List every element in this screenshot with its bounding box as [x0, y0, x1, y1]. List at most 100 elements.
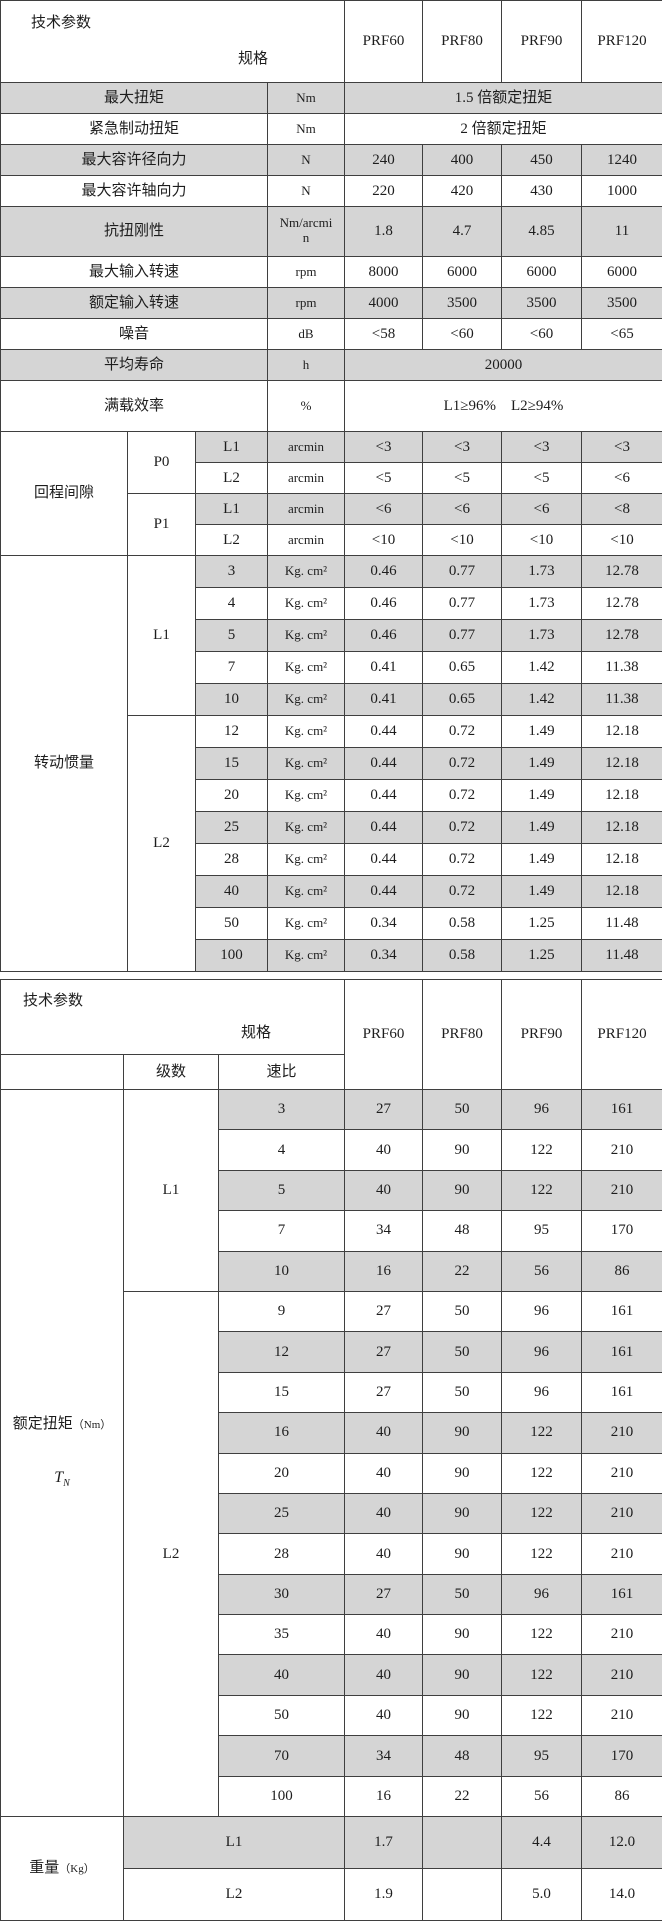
value-cell: 210 — [582, 1534, 662, 1574]
unit-cell: Nm/arcmin — [268, 207, 345, 257]
torque-unit-note: （Nm） — [73, 1419, 112, 1431]
unit-cell: Kg. cm² — [268, 812, 345, 844]
value-span-cell: 2 倍额定扭矩 — [345, 114, 662, 145]
value-cell: 4.7 — [423, 207, 502, 257]
table2-corner-cell: 规格 技术参数 — [1, 980, 345, 1055]
value-cell: 0.41 — [345, 652, 423, 684]
value-cell: 50 — [423, 1372, 502, 1412]
value-cell: 22 — [423, 1776, 502, 1816]
value-cell: 0.44 — [345, 844, 423, 876]
value-cell: 400 — [423, 145, 502, 176]
value-cell: <6 — [345, 494, 423, 525]
unit-text: Nm/arcmin — [279, 216, 333, 246]
value-cell: 122 — [502, 1534, 582, 1574]
value-cell: 3500 — [502, 288, 582, 319]
col-header-prf60: PRF60 — [345, 1, 423, 83]
value-cell: <3 — [423, 432, 502, 463]
value-cell: 161 — [582, 1574, 662, 1614]
param-row: 满载效率%L1≥96% L2≥94% — [1, 381, 662, 432]
value-cell: 90 — [423, 1655, 502, 1695]
value-cell: 48 — [423, 1211, 502, 1251]
ratio-cell: 35 — [219, 1615, 345, 1655]
stage-cell: L2 — [124, 1869, 345, 1921]
value-cell: 14.0 — [582, 1869, 662, 1921]
col-header-prf120: PRF120 — [582, 1, 662, 83]
value-cell: 1.49 — [502, 716, 582, 748]
value-cell: 0.72 — [423, 748, 502, 780]
unit-cell: Kg. cm² — [268, 908, 345, 940]
value-cell: 1.8 — [345, 207, 423, 257]
unit-cell: Kg. cm² — [268, 876, 345, 908]
corner-param-label: 技术参数 — [23, 992, 83, 1011]
value-cell: 12.18 — [582, 812, 662, 844]
value-cell: 0.34 — [345, 940, 423, 972]
torque-symbol: TN — [54, 1468, 70, 1491]
value-cell: 450 — [502, 145, 582, 176]
stage-group-cell: L1 — [124, 1090, 219, 1292]
ratio-cell: 12 — [196, 716, 268, 748]
precision-grade-cell: P1 — [128, 494, 196, 556]
value-cell: 50 — [423, 1574, 502, 1614]
ratio-cell: 7 — [196, 652, 268, 684]
unit-cell: Kg. cm² — [268, 940, 345, 972]
value-cell: 27 — [345, 1372, 423, 1412]
value-cell: 90 — [423, 1695, 502, 1735]
stage-cell: L1 — [196, 494, 268, 525]
ratio-cell: 40 — [219, 1655, 345, 1695]
precision-grade-cell: P0 — [128, 432, 196, 494]
value-cell: <3 — [502, 432, 582, 463]
value-cell: 122 — [502, 1695, 582, 1735]
value-cell: 34 — [345, 1736, 423, 1776]
unit-cell: Kg. cm² — [268, 844, 345, 876]
value-cell: 6000 — [502, 257, 582, 288]
value-cell: 1.25 — [502, 940, 582, 972]
value-cell: 0.65 — [423, 652, 502, 684]
value-span-cell: L1≥96% L2≥94% — [345, 381, 662, 432]
value-cell: 1.73 — [502, 620, 582, 652]
corner-param-label: 技术参数 — [31, 14, 91, 33]
value-cell: 90 — [423, 1453, 502, 1493]
value-cell: 0.41 — [345, 684, 423, 716]
col-header-prf60: PRF60 — [345, 980, 423, 1090]
param-label: 平均寿命 — [1, 350, 268, 381]
ratio-cell: 12 — [219, 1332, 345, 1372]
value-cell: 40 — [345, 1170, 423, 1210]
value-cell: 0.77 — [423, 588, 502, 620]
value-cell — [423, 1817, 502, 1869]
value-cell: 161 — [582, 1291, 662, 1331]
value-cell: 8000 — [345, 257, 423, 288]
value-cell: 210 — [582, 1655, 662, 1695]
weight-label-text: 重量 — [29, 1860, 59, 1876]
value-cell: 170 — [582, 1736, 662, 1776]
unit-cell: Kg. cm² — [268, 748, 345, 780]
value-cell: 96 — [502, 1332, 582, 1372]
value-cell: 40 — [345, 1534, 423, 1574]
param-label: 最大输入转速 — [1, 257, 268, 288]
ratio-cell: 28 — [196, 844, 268, 876]
value-cell: 11.48 — [582, 908, 662, 940]
value-cell: 210 — [582, 1413, 662, 1453]
col-header-prf120: PRF120 — [582, 980, 662, 1090]
ratio-cell: 5 — [196, 620, 268, 652]
corner-spec-label: 规格 — [241, 1024, 271, 1043]
table1-corner-cell: 规格技术参数 — [1, 1, 345, 83]
ratio-cell: 15 — [219, 1372, 345, 1412]
value-cell — [423, 1869, 502, 1921]
ratio-cell: 30 — [219, 1574, 345, 1614]
value-cell: 4.4 — [502, 1817, 582, 1869]
value-cell: 122 — [502, 1493, 582, 1533]
value-cell: <8 — [582, 494, 662, 525]
stage-cell: L1 — [196, 432, 268, 463]
ratio-cell: 20 — [219, 1453, 345, 1493]
ratio-cell: 10 — [196, 684, 268, 716]
col-header-prf80: PRF80 — [423, 1, 502, 83]
ratio-cell: 9 — [219, 1291, 345, 1331]
value-cell: 210 — [582, 1615, 662, 1655]
value-cell: 12.18 — [582, 748, 662, 780]
